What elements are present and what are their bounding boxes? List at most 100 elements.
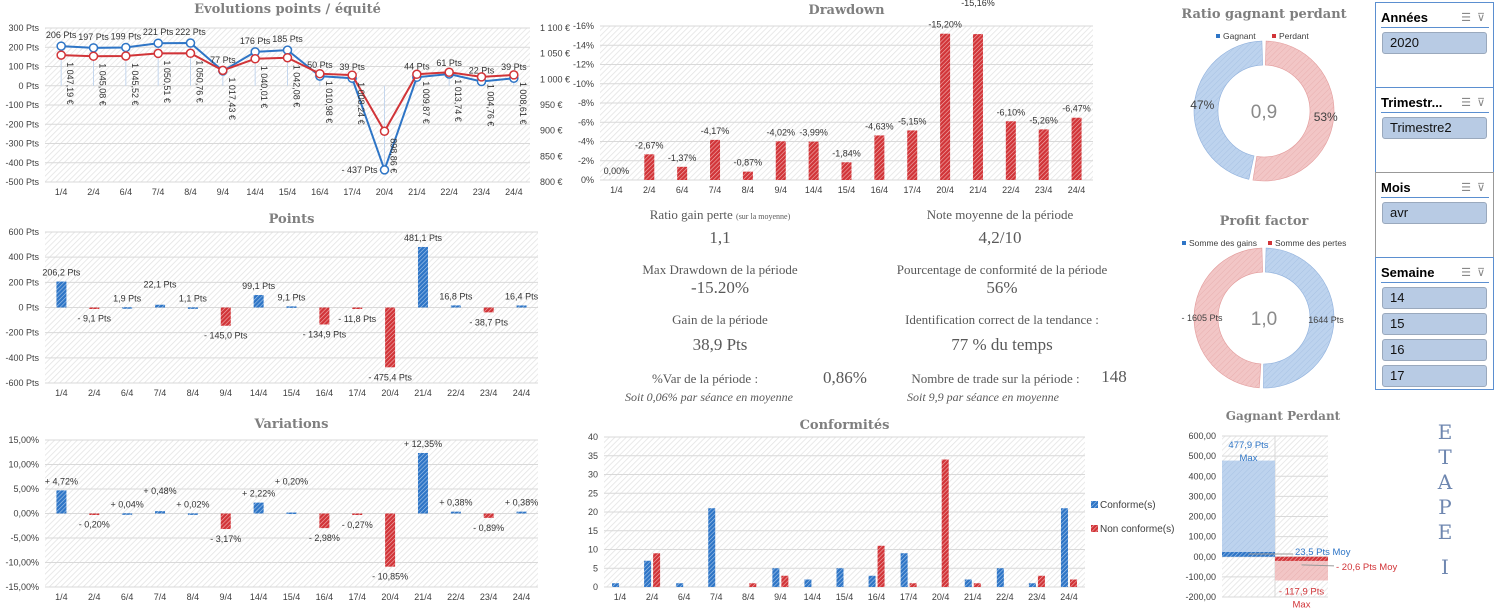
bar [89,513,100,515]
slicer-item[interactable]: Trimestre2 [1382,117,1487,139]
slicer-header: Mois ☰ ⊽ [1381,177,1489,198]
data-label: 221 Pts [143,27,174,37]
stat-tendance: Identification correct de la tendance : … [870,312,1134,355]
slicer-item[interactable]: 16 [1382,339,1487,361]
y-tick-label: 0 [593,582,598,592]
data-label: - 437 Pts [341,165,378,175]
slice-label: 53% [1314,110,1338,124]
donut-slice [1193,40,1263,180]
data-label: 22,1 Pts [144,280,178,290]
bar [417,246,428,308]
y-tick-label: 00,00 [1193,552,1216,562]
x-tick-label: 17/4 [900,592,918,602]
bar [1005,121,1016,180]
y-tick-label: 10,00% [8,460,39,470]
data-label: -1,84% [832,148,861,158]
chart-title: Variations [254,417,329,432]
x-tick-label: 24/4 [505,187,523,197]
slicer-item[interactable]: avr [1382,202,1487,224]
x-tick-label: 21/4 [408,187,426,197]
y-tick-label: 35 [588,451,598,461]
bar [1037,575,1045,587]
x-tick-label: 7/4 [154,592,167,602]
x-tick-label: 16/4 [871,185,889,195]
bar [644,560,652,587]
multi-select-icon[interactable]: ☰ [1461,11,1471,24]
stat-label: Identification correct de la tendance : [905,312,1099,327]
ratio-gagnant-perdant-chart: Ratio gagnant perdant Gagnant Perdant 53% 47… [1181,7,1347,182]
x-tick-label: 17/4 [348,388,366,398]
data-point [185,38,196,48]
bar [352,307,363,309]
max-sublabel: Max [1240,453,1258,464]
data-label: - 11,8 Pts [338,314,376,324]
slicer-title: Trimestr... [1381,94,1443,110]
bar [749,583,757,587]
legend-label: Non conforme(s) [1100,524,1174,535]
slicer-item[interactable]: 14 [1382,287,1487,309]
legend-label: Somme des gains [1189,238,1257,248]
data-label: - 9,1 Pts [78,314,112,324]
clear-filter-icon[interactable]: ⊽ [1476,96,1485,109]
max-bar [1222,460,1275,557]
y-tick-label: -10,00% [5,558,39,568]
multi-select-icon[interactable]: ☰ [1461,266,1471,279]
bar [56,281,67,308]
data-label: 1 004,76 € [486,84,496,127]
data-label: 206 Pts [46,30,77,40]
data-label: - 475,4 Pts [368,372,412,382]
x-tick-label: 22/4 [996,592,1014,602]
x-tick-label: 7/4 [710,592,723,602]
data-label: 1 050,76 € [195,60,205,103]
data-label: 206,2 Pts [42,268,81,278]
data-label: 199 Pts [111,31,142,41]
bar [900,553,908,587]
data-label: - 0,89% [473,523,504,533]
data-label: -1,37% [668,153,697,163]
stat-ratio-gain-perte: Ratio gain perte (sur la moyenne) 1,1 [600,207,840,248]
slicer-item[interactable]: 17 [1382,365,1487,387]
x-tick-label: 8/4 [742,185,755,195]
data-point [121,42,131,53]
slicer-item[interactable]: 2020 [1382,32,1487,54]
slicer-item[interactable]: 15 [1382,313,1487,335]
x-tick-label: 14/4 [250,592,268,602]
x-tick-label: 22/4 [440,187,458,197]
bar [56,490,67,514]
bar [973,583,981,587]
slicer-header: Années ☰ ⊽ [1381,7,1489,28]
legend-label: Perdant [1279,31,1309,41]
data-label: 1 045,52 € [130,63,140,106]
data-point [509,70,519,80]
stat-trades-note: Soit 9,9 par séance en moyenne [907,390,1059,404]
bar [155,304,166,308]
x-tick-label: 2/4 [88,592,101,602]
clear-filter-icon[interactable]: ⊽ [1476,181,1485,194]
y-tick-label: 400,00 [1188,471,1216,481]
x-tick-label: 9/4 [774,592,787,602]
bar [907,130,918,180]
data-point [185,48,196,59]
data-label: + 0,38% [505,498,538,508]
data-point [153,38,163,48]
bar [1038,129,1049,180]
moy-label: 23,5 Pts Moy [1295,547,1351,558]
data-label: + 0,02% [176,499,209,509]
data-label: + 0,38% [439,498,472,508]
clear-filter-icon[interactable]: ⊽ [1476,266,1485,279]
x-tick-label: 8/4 [187,388,200,398]
stat-trades-label: Nombre de trade sur la période : [911,371,1080,386]
center-value: 0,9 [1251,102,1277,123]
multi-select-icon[interactable]: ☰ [1461,181,1471,194]
data-point [282,52,293,63]
bar [941,459,949,587]
stat-label: Pourcentage de conformité de la période [896,262,1108,277]
etape-letter: P [1438,495,1452,519]
x-tick-label: 8/4 [742,592,755,602]
etape-letter: E [1437,420,1453,444]
clear-filter-icon[interactable]: ⊽ [1476,11,1485,24]
slicer-title: Années [1381,9,1428,25]
x-tick-label: 14/4 [804,592,822,602]
x-tick-label: 24/4 [1068,185,1086,195]
multi-select-icon[interactable]: ☰ [1461,96,1471,109]
